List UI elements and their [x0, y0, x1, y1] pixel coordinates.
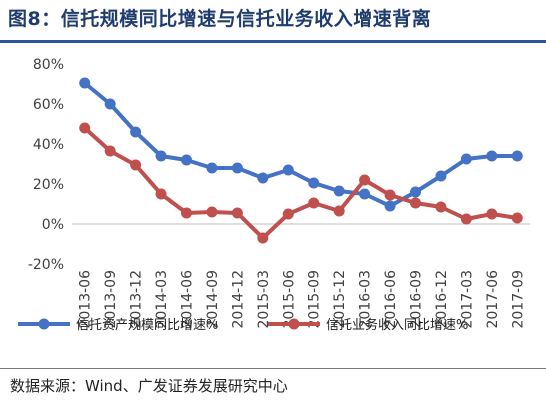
x-tick-label: 2013-09 — [103, 270, 119, 329]
x-tick-label: 2014-06 — [180, 270, 196, 329]
series-2-point — [104, 145, 116, 157]
series-2-point — [460, 213, 472, 225]
series-2-point — [511, 212, 523, 224]
series-2-point — [333, 205, 345, 217]
x-tick-label: 2015-12 — [332, 270, 348, 329]
series-1-point — [486, 150, 498, 162]
series-2-point — [308, 197, 320, 209]
x-tick-label: 2016-03 — [358, 270, 374, 329]
x-tick-label: 2014-12 — [230, 270, 246, 329]
y-tick-label: 40% — [33, 137, 64, 153]
x-tick-label: 2015-09 — [307, 270, 323, 329]
x-tick-label: 2014-09 — [205, 270, 221, 329]
series-1-point — [231, 162, 243, 174]
series-2-point — [282, 208, 294, 220]
legend-marker-1 — [38, 318, 50, 330]
legend-marker-2 — [288, 318, 300, 330]
series-2-point — [257, 232, 269, 244]
x-tick-label: 2013-12 — [129, 270, 145, 329]
x-tick-label: 2017-09 — [510, 270, 526, 329]
series-1-point — [410, 186, 421, 198]
series-1-point — [104, 98, 116, 110]
x-tick-label: 2016-12 — [434, 270, 450, 329]
x-tick-label: 2013-06 — [78, 270, 94, 329]
x-tick-label: 2015-06 — [281, 270, 297, 329]
series-1-point — [257, 172, 269, 184]
x-tick-label: 2016-09 — [409, 270, 425, 329]
source-note: 数据来源：Wind、广发证券发展研究中心 — [10, 377, 288, 395]
series-1-point — [460, 153, 472, 165]
series-2-point — [155, 188, 167, 200]
series-1-point — [155, 150, 167, 162]
figure-title: 图8：信托规模同比增速与信托业务收入增速背离 — [8, 8, 432, 30]
series-1-point — [206, 162, 218, 174]
series-2-point — [130, 159, 142, 171]
series-2-point — [206, 206, 218, 218]
y-tick-label: 20% — [33, 177, 64, 193]
y-tick-label: 0% — [42, 217, 64, 233]
series-2-point — [435, 201, 447, 213]
series-1-point — [359, 188, 371, 200]
series-2-point — [486, 208, 498, 220]
series-2-point — [79, 122, 91, 134]
x-tick-label: 2015-03 — [256, 270, 272, 329]
series-1-point — [435, 170, 447, 182]
series-1-point — [384, 200, 396, 212]
series-1-point — [308, 177, 320, 189]
series-1-point — [282, 164, 294, 176]
legend-label-1: 信托资产规模同比增速% — [76, 318, 218, 333]
y-tick-label: 60% — [33, 97, 64, 113]
series-line-1 — [82, 81, 520, 208]
series-1-point — [333, 185, 345, 197]
y-tick-label: -20% — [28, 257, 64, 273]
series-1-point — [511, 150, 523, 162]
series-1-point — [79, 77, 91, 89]
series-2-point — [359, 174, 371, 186]
series-2-point — [231, 207, 243, 219]
series-2-point — [181, 207, 192, 219]
x-tick-label: 2017-06 — [485, 270, 501, 329]
legend-label-2: 信托业务收入同比增速% — [326, 317, 468, 333]
x-tick-label: 2016-06 — [383, 270, 399, 329]
series-1-point — [181, 154, 192, 166]
series-2-point — [410, 197, 421, 209]
x-tick-label: 2017-03 — [459, 270, 475, 329]
x-tick-label: 2014-03 — [154, 270, 170, 329]
y-tick-label: 80% — [33, 57, 64, 73]
series-1-point — [130, 126, 142, 138]
line-chart: 80% 60% 40% 20% 0% -20% 2013-06 2013-09 2013-12 2… — [18, 57, 530, 333]
series-2-point — [384, 189, 396, 201]
title-rule — [0, 40, 546, 43]
source-rule — [0, 368, 546, 369]
